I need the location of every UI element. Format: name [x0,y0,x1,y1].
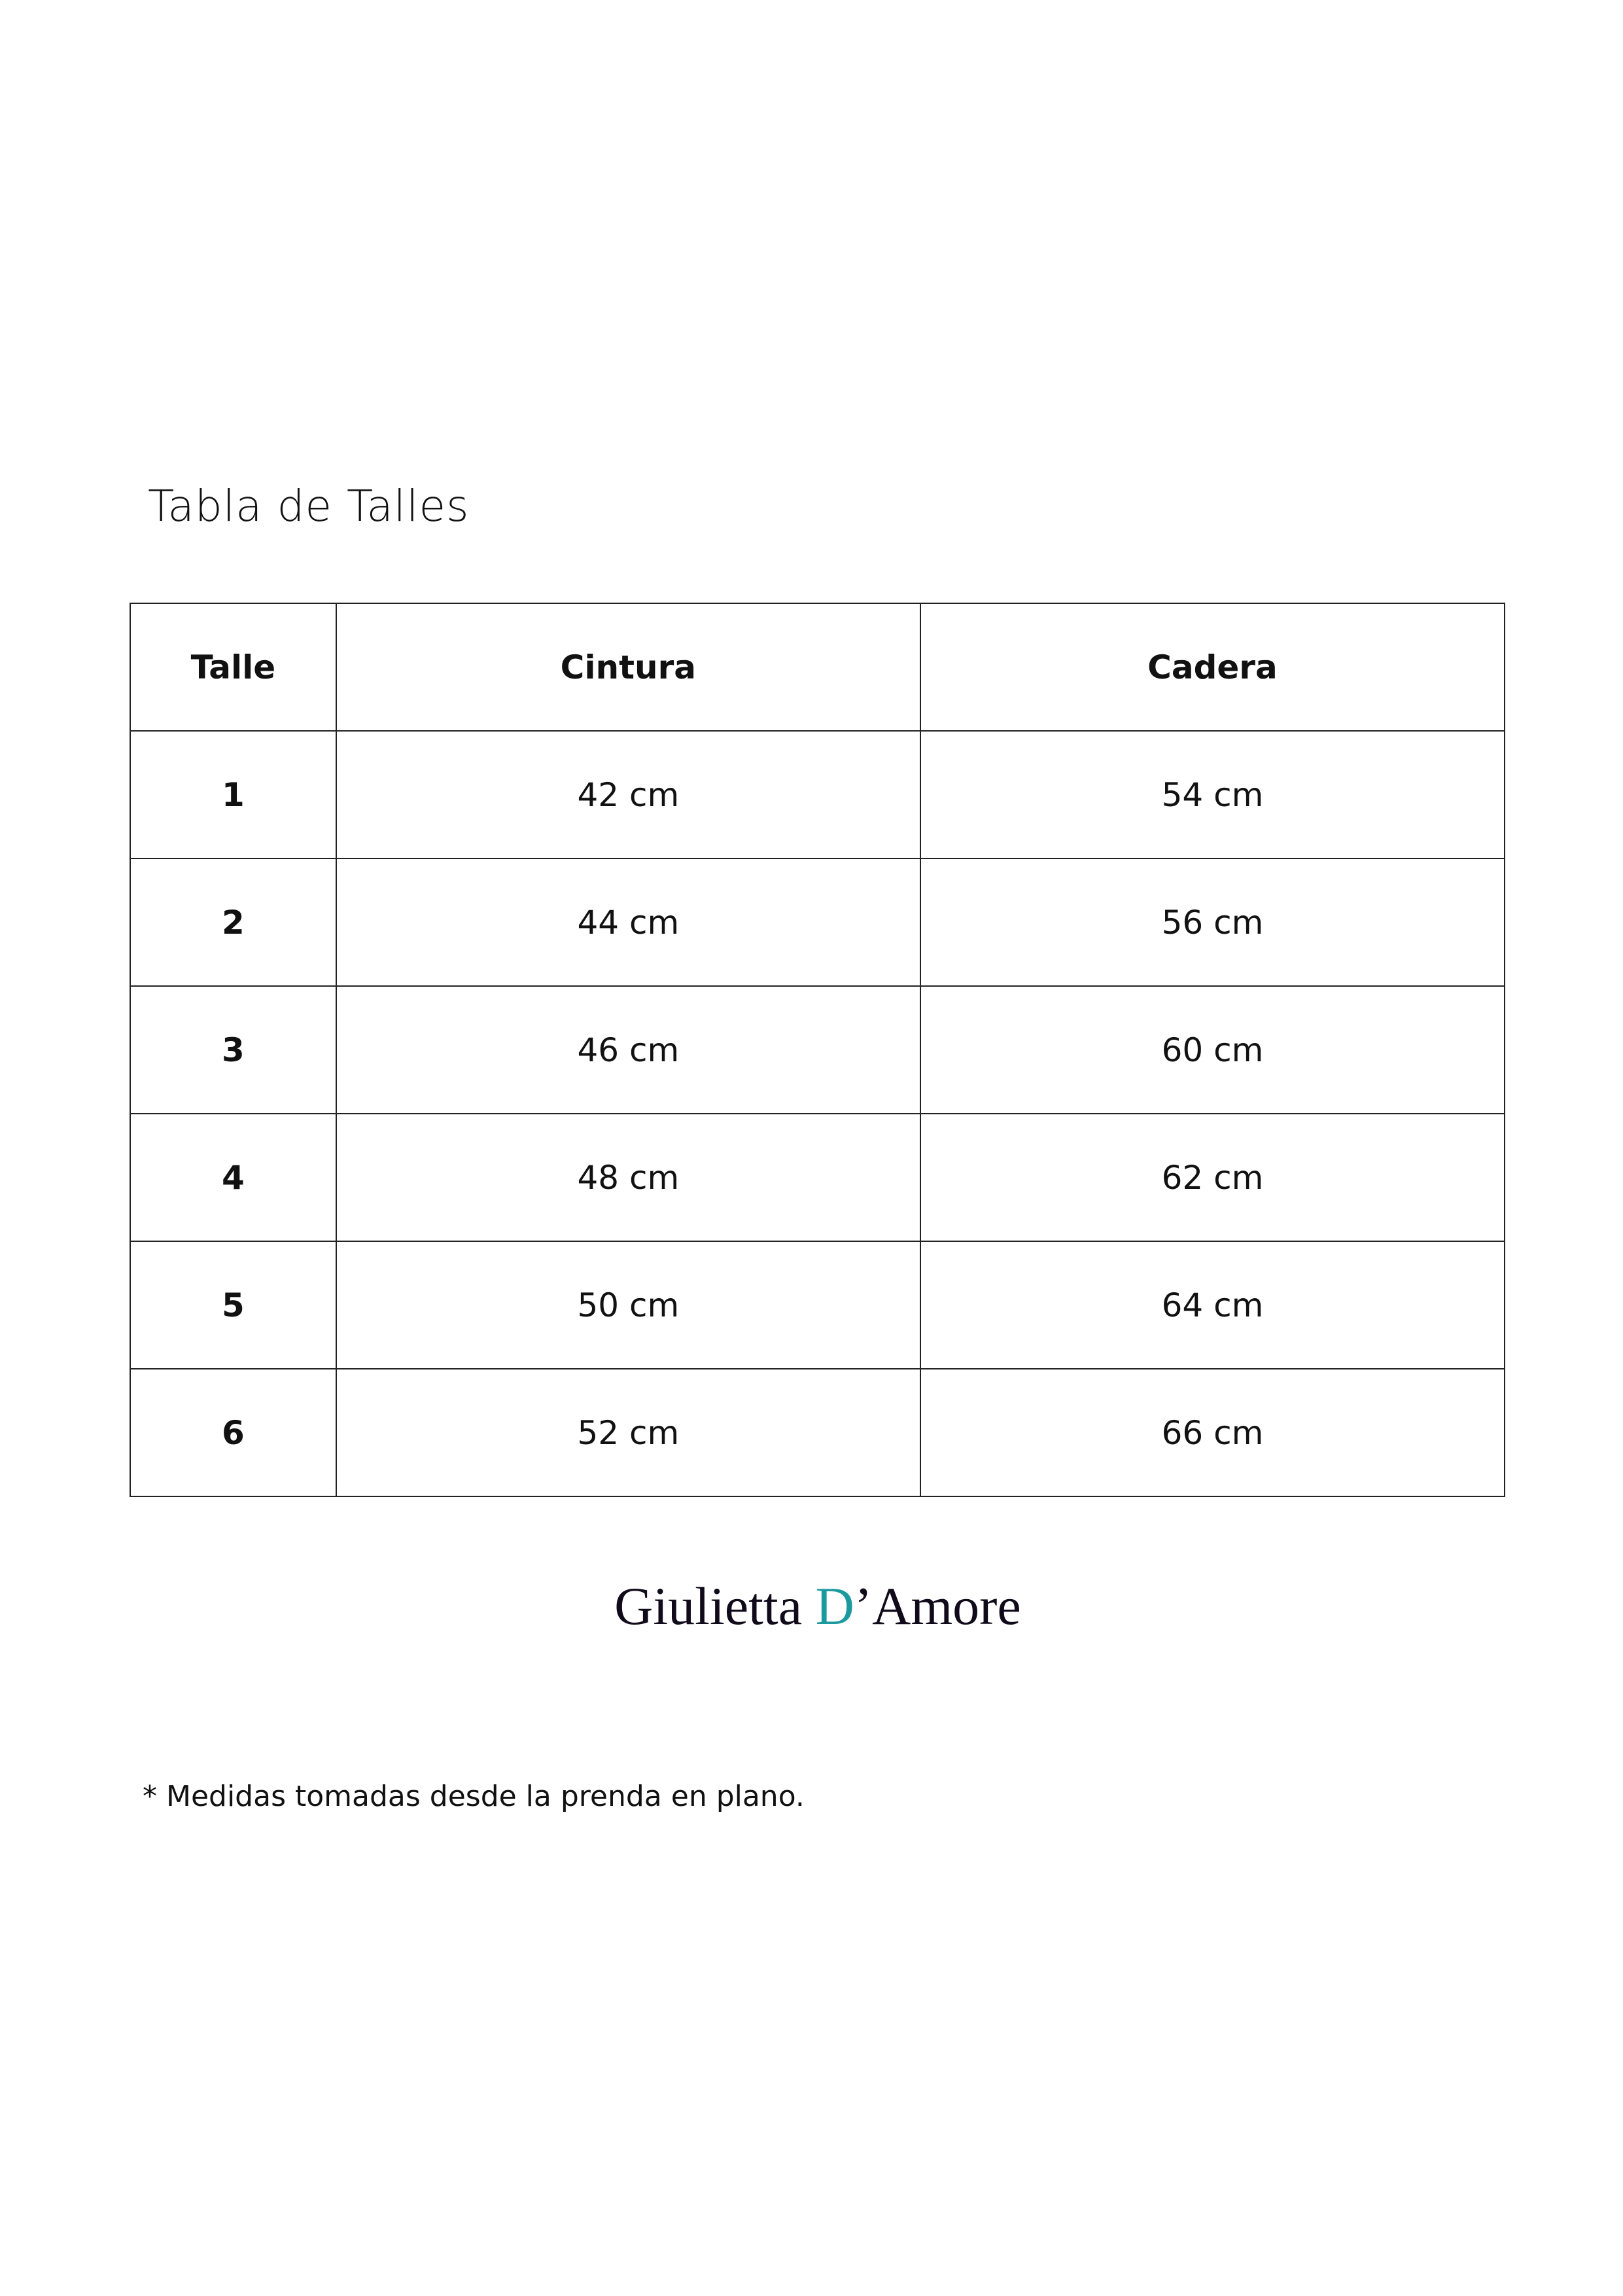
footnote: * Medidas tomadas desde la prenda en pla… [143,1780,805,1813]
logo-text-end: ’Amore [854,1576,1021,1636]
cell-cadera: 60 cm [919,985,1506,1114]
cell-cadera: 56 cm [919,858,1506,987]
table-header-row: Talle Cintura Cadera [130,603,1506,732]
table-row: 3 46 cm 60 cm [130,985,1506,1114]
cell-talle: 4 [130,1113,337,1242]
cell-cadera: 54 cm [919,730,1506,859]
header-cadera: Cadera [919,603,1506,732]
table-row: 6 52 cm 66 cm [130,1368,1506,1497]
logo-text: Giulietta [614,1576,816,1636]
table-row: 1 42 cm 54 cm [130,730,1506,859]
logo-accent: D [815,1576,854,1636]
cell-talle: 6 [130,1368,337,1497]
cell-cadera: 66 cm [919,1368,1506,1497]
page-title: Tabla de Talles [148,481,470,531]
header-cintura: Cintura [335,603,921,732]
table-row: 5 50 cm 64 cm [130,1241,1506,1369]
header-talle: Talle [130,603,337,732]
cell-cintura: 44 cm [335,858,921,987]
cell-cintura: 42 cm [335,730,921,859]
cell-cintura: 46 cm [335,985,921,1114]
cell-cintura: 50 cm [335,1241,921,1369]
brand-logo: Giulietta D’Amore [0,1576,1623,1637]
cell-cadera: 62 cm [919,1113,1506,1242]
table-row: 4 48 cm 62 cm [130,1113,1506,1242]
cell-talle: 3 [130,985,337,1114]
cell-talle: 1 [130,730,337,859]
size-table: Talle Cintura Cadera 1 42 cm 54 cm 2 44 cm 56… [130,603,1506,1497]
cell-talle: 2 [130,858,337,987]
cell-cintura: 48 cm [335,1113,921,1242]
cell-cadera: 64 cm [919,1241,1506,1369]
table-row: 2 44 cm 56 cm [130,858,1506,987]
cell-cintura: 52 cm [335,1368,921,1497]
cell-talle: 5 [130,1241,337,1369]
